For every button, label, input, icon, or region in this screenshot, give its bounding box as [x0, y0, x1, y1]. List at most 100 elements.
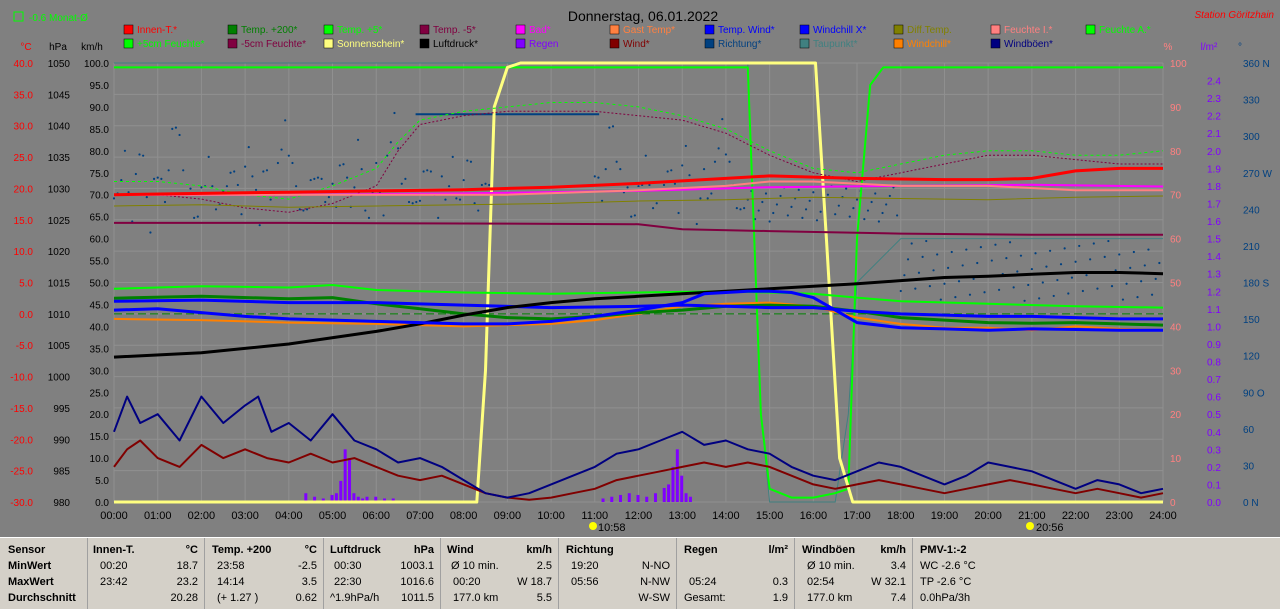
rain-bar — [680, 475, 684, 502]
x-tick-label: 08:00 — [450, 510, 478, 522]
direction-point — [968, 293, 972, 296]
direction-point — [699, 197, 702, 200]
direction-point — [1089, 258, 1092, 261]
direction-point — [1085, 274, 1088, 277]
direction-point — [477, 209, 480, 212]
direction-point — [626, 186, 629, 189]
axis-tick-hpa: 995 — [53, 404, 70, 415]
axis-tick-pct: 90 — [1170, 103, 1182, 114]
direction-point — [724, 153, 728, 156]
direction-point — [1016, 270, 1019, 273]
direction-point — [367, 216, 371, 219]
series-line-temp-5- — [114, 221, 1163, 236]
direction-point — [1107, 239, 1110, 243]
direction-point — [866, 209, 870, 212]
legend-swatch — [515, 24, 526, 35]
legend-label: Temp. +5* — [337, 25, 382, 36]
direction-point — [397, 147, 400, 150]
legend-swatch — [799, 38, 810, 49]
direction-point — [229, 171, 232, 174]
legend-swatch — [123, 24, 134, 35]
axis-tick-pct: 10 — [1170, 454, 1182, 465]
direction-point — [480, 183, 483, 187]
axis-tick-pct: 0 — [1170, 498, 1176, 509]
rain-bar — [382, 498, 386, 502]
axis-tick-lm2: 0.2 — [1207, 463, 1221, 474]
windboeen-avg10-value: 3.4 — [890, 560, 906, 572]
rain-bar — [334, 493, 338, 502]
direction-point — [684, 144, 687, 148]
sunrise-time: 10:58 — [598, 522, 626, 534]
direction-point — [211, 185, 214, 188]
direction-point — [819, 210, 822, 213]
direction-point — [950, 250, 953, 254]
legend-swatch — [893, 38, 904, 49]
pmv-taupunkt: TP -2.6 °C — [920, 576, 972, 588]
legend-label: Innen-T.* — [137, 25, 177, 36]
direction-point — [852, 207, 855, 210]
direction-point — [1121, 298, 1125, 301]
direction-point — [244, 165, 247, 168]
table-unit-wind: km/h — [526, 544, 552, 556]
x-tick-label: 12:00 — [625, 510, 653, 522]
innen-max-time: 23:42 — [100, 576, 128, 588]
direction-point — [338, 164, 341, 167]
direction-point — [1150, 293, 1154, 296]
regen-max-value: 0.3 — [772, 576, 788, 588]
direction-point — [145, 196, 148, 199]
axis-unit-kmh: km/h — [81, 42, 103, 53]
legend-label: Regen — [529, 39, 558, 50]
x-tick-label: 00:00 — [100, 510, 128, 522]
direction-point — [633, 214, 636, 217]
direction-point — [455, 197, 458, 200]
axis-tick-lm2: 0.3 — [1207, 445, 1221, 456]
direction-point — [320, 177, 323, 180]
x-tick-label: 10:00 — [537, 510, 565, 522]
direction-point — [291, 161, 294, 165]
axis-tick-kmh: 50.0 — [90, 279, 110, 290]
luftdruck-min-time: 00:30 — [334, 560, 362, 572]
axis-unit-pct: % — [1164, 42, 1173, 53]
axis-tick-pct: 80 — [1170, 147, 1182, 158]
rain-bar — [321, 498, 325, 502]
direction-point — [1056, 278, 1059, 282]
sunset-time: 20:56 — [1036, 522, 1064, 534]
rain-bar — [352, 493, 356, 502]
axis-tick-temp_c: 20.0 — [14, 184, 34, 195]
direction-point — [651, 207, 655, 210]
direction-point — [1081, 289, 1084, 293]
direction-point — [896, 214, 899, 217]
direction-point — [695, 222, 698, 226]
table-header-regen: Regen — [684, 544, 718, 556]
legend-label: Feuchte A.* — [1099, 25, 1151, 36]
legend-swatch — [609, 38, 620, 49]
direction-point — [149, 231, 152, 234]
pmv-pressure-trend: 0.0hPa/3h — [920, 592, 971, 604]
table-col-pmv: PMV-1:-2 WC -2.6 °C TP -2.6 °C 0.0hPa/3h — [913, 538, 1033, 609]
direction-point — [469, 160, 473, 163]
direction-point — [910, 242, 913, 245]
axis-unit-lm2: l/m² — [1201, 42, 1218, 53]
direction-point — [976, 261, 979, 265]
rain-bar — [627, 493, 631, 502]
series-line-windb-en- — [113, 395, 1164, 499]
direction-point — [790, 205, 793, 208]
station-name: Station Göritzhain — [1195, 10, 1275, 21]
x-tick-label: 07:00 — [406, 510, 434, 522]
direction-point — [906, 258, 910, 261]
legend: Innen-T.* Temp. +200* Temp. +5* Temp. -5* Ba… — [123, 24, 1151, 50]
axis-tick-temp_c: 15.0 — [14, 216, 34, 227]
luftdruck-max-value: 1016.6 — [400, 576, 434, 588]
direction-point — [193, 216, 196, 219]
richtung-min-time: 19:20 — [571, 560, 599, 572]
rain-bar — [601, 498, 605, 502]
legend-label: Sonnenschein* — [337, 39, 404, 50]
table-header-pmv: PMV-1:-2 — [920, 544, 967, 556]
chart-background — [0, 0, 1280, 536]
table-unit-regen: l/m² — [768, 544, 788, 556]
direction-point — [972, 277, 975, 280]
sunrise-icon — [589, 522, 597, 530]
direction-point — [247, 146, 250, 149]
direction-point — [411, 202, 414, 205]
x-tick-label: 11:00 — [581, 510, 608, 522]
